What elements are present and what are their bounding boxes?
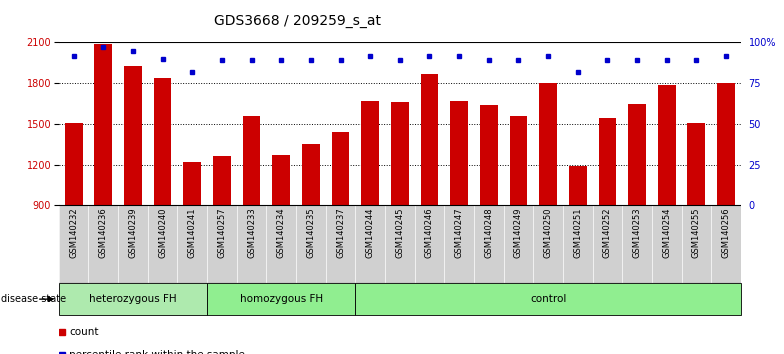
Text: GSM140247: GSM140247 <box>455 208 463 258</box>
Text: GSM140236: GSM140236 <box>99 208 107 258</box>
Text: GSM140246: GSM140246 <box>425 208 434 258</box>
Text: GSM140248: GSM140248 <box>485 208 493 258</box>
Text: GSM140239: GSM140239 <box>129 208 137 258</box>
Bar <box>658 85 676 205</box>
Text: GSM140251: GSM140251 <box>573 208 583 258</box>
Text: GSM140245: GSM140245 <box>395 208 405 258</box>
Bar <box>628 104 646 205</box>
Text: GSM140254: GSM140254 <box>662 208 671 258</box>
Bar <box>391 102 408 205</box>
Text: GSM140232: GSM140232 <box>69 208 78 258</box>
Bar <box>598 119 616 205</box>
Bar <box>332 132 350 205</box>
Bar <box>510 116 528 205</box>
Text: disease state: disease state <box>1 294 66 304</box>
Text: heterozygous FH: heterozygous FH <box>89 294 176 304</box>
Text: GSM140256: GSM140256 <box>721 208 731 258</box>
Text: percentile rank within the sample: percentile rank within the sample <box>69 350 245 354</box>
Bar <box>539 83 557 205</box>
Text: GSM140234: GSM140234 <box>277 208 285 258</box>
Text: GSM140257: GSM140257 <box>217 208 227 258</box>
Text: GSM140233: GSM140233 <box>247 208 256 258</box>
Text: GSM140241: GSM140241 <box>187 208 197 258</box>
Text: GSM140237: GSM140237 <box>336 208 345 258</box>
Bar <box>450 101 468 205</box>
Bar <box>124 65 142 205</box>
Text: GSM140250: GSM140250 <box>543 208 553 258</box>
Bar <box>94 44 112 205</box>
Bar <box>480 105 498 205</box>
Text: GSM140240: GSM140240 <box>158 208 167 258</box>
Bar <box>569 166 586 205</box>
Bar <box>183 162 201 205</box>
Bar <box>688 122 706 205</box>
Text: GDS3668 / 209259_s_at: GDS3668 / 209259_s_at <box>214 14 381 28</box>
Text: GSM140252: GSM140252 <box>603 208 612 258</box>
Text: count: count <box>69 327 99 337</box>
Text: GSM140249: GSM140249 <box>514 208 523 258</box>
Bar <box>717 83 735 205</box>
Bar <box>302 144 320 205</box>
Bar <box>65 122 82 205</box>
Bar <box>420 74 438 205</box>
Bar <box>272 155 290 205</box>
Text: control: control <box>530 294 566 304</box>
Text: homozygous FH: homozygous FH <box>240 294 323 304</box>
Text: GSM140253: GSM140253 <box>633 208 641 258</box>
Bar <box>355 283 741 315</box>
Text: GSM140244: GSM140244 <box>365 208 375 258</box>
Bar <box>361 101 379 205</box>
Bar <box>243 116 260 205</box>
Text: GSM140235: GSM140235 <box>307 208 315 258</box>
Bar <box>207 283 355 315</box>
Bar <box>154 78 172 205</box>
Bar <box>59 283 207 315</box>
Text: GSM140255: GSM140255 <box>692 208 701 258</box>
Bar <box>213 156 230 205</box>
